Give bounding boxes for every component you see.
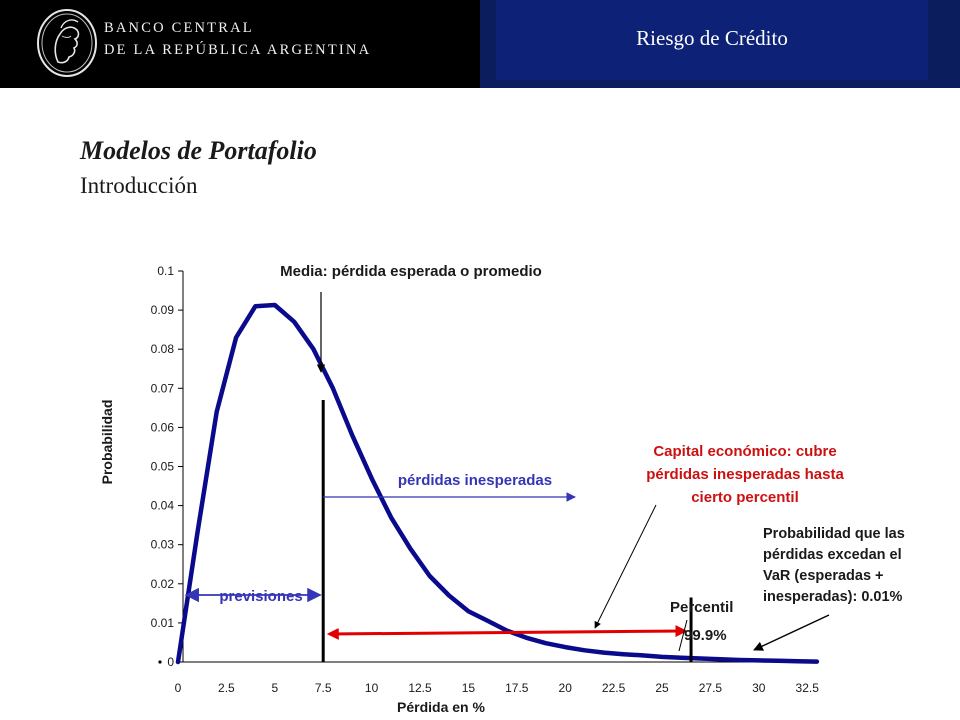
section-title: Riesgo de Crédito bbox=[636, 26, 788, 50]
capital-label-line: Capital económico: cubre bbox=[653, 443, 836, 460]
effigy-seal-icon bbox=[37, 9, 97, 77]
y-tick-label: 0.09 bbox=[151, 303, 175, 317]
data-point bbox=[332, 387, 334, 390]
y-tick-label: 0.01 bbox=[151, 616, 175, 630]
data-point bbox=[603, 651, 605, 654]
data-point bbox=[467, 610, 470, 612]
data-point bbox=[215, 410, 218, 413]
zero-bullet bbox=[158, 660, 162, 664]
slide-title: Modelos de Portafolio bbox=[80, 136, 317, 165]
x-tick-label: 2.5 bbox=[218, 681, 235, 695]
y-axis-title: Probabilidad bbox=[99, 400, 115, 485]
x-tick-label: 15 bbox=[462, 681, 476, 695]
capital-pointer-arrow bbox=[594, 504, 657, 629]
data-point bbox=[758, 659, 760, 662]
data-point bbox=[428, 575, 431, 577]
y-tick-label: 0.02 bbox=[151, 577, 175, 591]
x-tick-label: 0 bbox=[175, 681, 182, 695]
data-point bbox=[274, 304, 276, 306]
data-point bbox=[816, 660, 818, 663]
data-point bbox=[486, 620, 489, 622]
y-tick-label: 0.03 bbox=[151, 538, 175, 552]
section-panel-inner bbox=[496, 0, 928, 80]
data-point bbox=[409, 547, 412, 550]
x-tick-label: 7.5 bbox=[315, 681, 332, 695]
y-tick-label: 0.08 bbox=[151, 342, 175, 356]
data-point bbox=[506, 629, 508, 632]
data-point bbox=[796, 660, 799, 663]
data-point bbox=[583, 649, 586, 652]
y-tick-label: 0.05 bbox=[151, 460, 175, 474]
x-tick-label: 32.5 bbox=[796, 681, 820, 695]
data-point bbox=[680, 656, 683, 659]
y-tick-label: 0.1 bbox=[157, 264, 174, 278]
data-point bbox=[622, 653, 625, 655]
capital-label-line: cierto percentil bbox=[691, 489, 799, 506]
tail-arrow bbox=[753, 614, 830, 651]
x-tick-label: 12.5 bbox=[408, 681, 432, 695]
data-point bbox=[719, 658, 721, 661]
x-tick-label: 5 bbox=[271, 681, 278, 695]
data-point bbox=[545, 642, 547, 645]
data-point bbox=[641, 654, 644, 657]
data-point bbox=[390, 516, 392, 519]
provisions-label: previsiones bbox=[219, 588, 302, 605]
tail-label-line: Probabilidad que las bbox=[763, 526, 905, 542]
percentile-tick bbox=[678, 619, 688, 652]
data-point bbox=[448, 594, 450, 597]
tail-label-line: inesperadas): 0.01% bbox=[763, 589, 903, 605]
bank-name-line1: BANCO CENTRAL bbox=[104, 20, 254, 36]
data-point bbox=[525, 636, 528, 639]
x-tick-label: 30 bbox=[752, 681, 766, 695]
data-point bbox=[564, 646, 566, 648]
y-tick-label: 0 bbox=[167, 655, 174, 669]
bank-name-line2: DE LA REPÚBLICA ARGENTINA bbox=[104, 42, 372, 58]
capital-arrow bbox=[326, 625, 688, 640]
x-tick-label: 10 bbox=[365, 681, 379, 695]
data-point bbox=[370, 477, 373, 480]
data-point bbox=[177, 661, 179, 663]
y-tick-label: 0.07 bbox=[151, 381, 175, 395]
y-tick-label: 0.06 bbox=[151, 420, 175, 434]
data-point bbox=[351, 434, 354, 437]
x-tick-label: 27.5 bbox=[699, 681, 723, 695]
slide-subtitle: Introducción bbox=[80, 173, 198, 198]
tail-label-line: pérdidas excedan el bbox=[763, 547, 902, 563]
capital-label-line: pérdidas inesperadas hasta bbox=[646, 466, 844, 483]
data-point bbox=[196, 532, 199, 534]
data-point bbox=[699, 657, 702, 660]
percentile-value: 99.9% bbox=[684, 627, 727, 644]
data-point bbox=[293, 321, 295, 323]
unexpected-label: pérdidas inesperadas bbox=[398, 472, 552, 489]
percentile-label: Percentil bbox=[670, 599, 733, 616]
x-tick-label: 20 bbox=[559, 681, 573, 695]
x-tick-label: 25 bbox=[655, 681, 669, 695]
x-tick-label: 22.5 bbox=[602, 681, 626, 695]
data-point bbox=[235, 336, 237, 339]
data-point bbox=[254, 305, 257, 307]
data-point bbox=[738, 659, 741, 661]
data-point bbox=[312, 348, 315, 351]
y-tick-label: 0.04 bbox=[151, 499, 175, 513]
data-point bbox=[661, 656, 663, 658]
tail-label-line: VaR (esperadas + bbox=[763, 568, 884, 584]
data-point bbox=[777, 660, 779, 662]
x-tick-label: 17.5 bbox=[505, 681, 529, 695]
x-axis-title: Pérdida en % bbox=[397, 699, 485, 715]
series-line-0 bbox=[175, 302, 820, 665]
mean-label: Media: pérdida esperada o promedio bbox=[280, 263, 542, 280]
